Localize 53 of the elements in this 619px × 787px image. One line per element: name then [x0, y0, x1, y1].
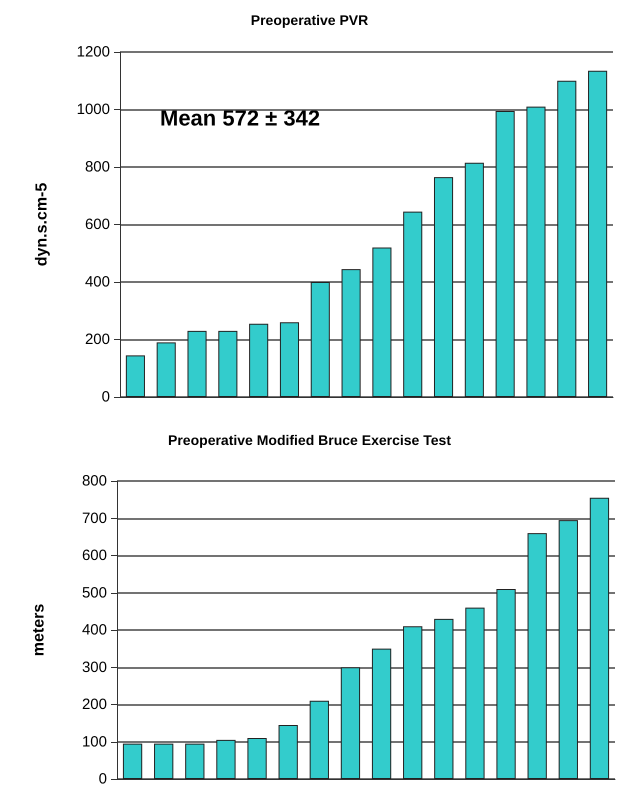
y-axis-title: dyn.s.cm-5 — [34, 182, 50, 266]
bar — [557, 80, 576, 397]
y-tick-label: 1000 — [76, 101, 110, 118]
bar — [156, 342, 176, 397]
y-tick-label: 800 — [84, 158, 110, 176]
bar — [526, 106, 546, 397]
bar — [278, 724, 298, 779]
bar — [403, 626, 422, 779]
bar — [218, 330, 238, 397]
bar — [249, 324, 268, 397]
bar — [154, 744, 174, 779]
y-axis-title: meters — [30, 604, 48, 656]
bar — [372, 648, 392, 779]
y-tick-label: 600 — [82, 547, 107, 564]
y-tick-label: 300 — [82, 658, 107, 676]
bar — [588, 70, 608, 397]
bar — [340, 667, 360, 779]
y-tick-label: 800 — [82, 472, 107, 490]
y-tick-label: 1200 — [76, 44, 110, 60]
bar — [528, 533, 547, 779]
y-tick-label: 700 — [82, 510, 107, 527]
bar — [558, 520, 578, 779]
bar — [310, 700, 329, 779]
bar — [403, 212, 422, 397]
bar — [247, 738, 267, 779]
y-tick-label: 200 — [84, 331, 110, 348]
bar — [310, 282, 330, 397]
bar — [185, 744, 204, 779]
bar — [126, 355, 145, 397]
bar — [342, 269, 361, 397]
y-tick-label: 100 — [82, 733, 107, 750]
bar — [122, 744, 142, 779]
y-tick-label: 200 — [82, 696, 107, 713]
y-tick-label: 600 — [84, 216, 110, 233]
bar — [434, 177, 454, 397]
bar — [280, 322, 300, 397]
bar — [372, 248, 392, 397]
annotation: Mean 572 ± 342 — [160, 106, 320, 130]
bar — [496, 110, 515, 397]
y-tick-label: 0 — [98, 770, 107, 787]
bar — [216, 740, 236, 779]
y-tick-label: 400 — [82, 622, 107, 638]
y-tick-label: 400 — [84, 274, 110, 290]
chart-title: Preoperative PVR — [250, 12, 368, 28]
bar — [187, 330, 207, 397]
y-tick-label: 500 — [82, 584, 107, 602]
bar — [590, 498, 610, 779]
bar — [465, 608, 485, 779]
chart-title: Preoperative Modified Bruce Exercise Test — [168, 432, 452, 448]
bar — [496, 589, 516, 779]
bar — [434, 618, 454, 779]
bar — [464, 162, 484, 397]
y-tick-label: 0 — [102, 388, 110, 406]
